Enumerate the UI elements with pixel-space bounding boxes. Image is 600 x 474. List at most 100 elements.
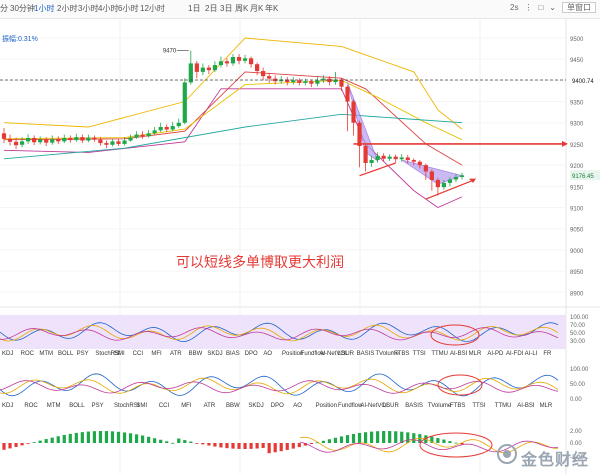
indicator-tab[interactable]: TTSI [412, 351, 426, 357]
indicator-tab[interactable]: CCI [132, 351, 143, 357]
indicator-tab[interactable]: AI-BSI [517, 403, 535, 409]
indicator-tab[interactable]: AI-PD [487, 351, 504, 357]
indicator-tab[interactable]: TTMU [431, 351, 448, 357]
indicator-tab[interactable]: PSY [76, 351, 89, 357]
indicator-tab[interactable]: LSUR [338, 351, 355, 357]
timeframe-5[interactable]: 4小时 [98, 4, 119, 13]
indicator-tab[interactable]: BASIS [405, 403, 423, 409]
timeframe-6[interactable]: 6小时 [118, 4, 139, 13]
histogram-bar [50, 437, 54, 443]
toolbar-control-3[interactable]: ⌄ [549, 3, 556, 12]
oscillator-1-band [0, 315, 566, 349]
drawing-arrow-1 [359, 162, 396, 177]
indicator-tab[interactable]: TVolume [375, 351, 400, 357]
indicator-tab[interactable]: MLR [468, 351, 482, 357]
indicator-tab[interactable]: FTBS [450, 403, 466, 409]
indicator-tab[interactable]: BOLL [69, 403, 85, 409]
timeframe-8[interactable]: 1日 [188, 4, 201, 13]
indicator-tab[interactable]: MTM [46, 403, 61, 409]
indicator-tab[interactable]: Position [315, 403, 337, 409]
indicator-tab[interactable]: BBW [188, 351, 203, 357]
indicator-tab[interactable]: DPO [270, 403, 284, 409]
timeframe-2[interactable]: 1小时 [34, 4, 55, 13]
candle-body [116, 141, 121, 144]
toolbar-control-0[interactable]: 2s [510, 3, 519, 12]
candle-body [363, 146, 368, 163]
indicator-tab[interactable]: TVolume [427, 403, 452, 409]
indicator-tab[interactable]: AO [293, 403, 302, 409]
indicator-tab[interactable]: TTMU [494, 403, 512, 409]
histogram-bar [460, 443, 464, 445]
histogram-bar [104, 431, 109, 443]
indicator-tab[interactable]: BIAS [226, 351, 240, 357]
histogram-bar [147, 436, 151, 443]
histogram-bar [406, 432, 410, 443]
histogram-bar [351, 433, 356, 443]
indicator-tab[interactable]: AO [263, 351, 272, 357]
indicator-tab[interactable]: StochRSI [114, 403, 140, 409]
indicator-tab[interactable]: BASIS [356, 351, 375, 357]
histogram-bar [44, 439, 48, 443]
candle-body [212, 65, 218, 71]
indicator-tab[interactable]: Fundflow [300, 351, 326, 357]
indicator-tab[interactable]: MLR [539, 403, 553, 409]
indicator-tab[interactable]: AI-LI [524, 351, 538, 357]
histogram-bar [400, 431, 404, 443]
candle-body [255, 64, 260, 72]
timeframe-1[interactable]: 30分钟 [10, 4, 35, 13]
timeframe-10[interactable]: 3日 [220, 4, 233, 13]
histogram-bar [26, 443, 30, 444]
indicator-tab[interactable]: ROC [24, 403, 38, 409]
indicator-tab[interactable]: KDJ [2, 351, 14, 357]
indicator-tab[interactable]: SKDJ [248, 403, 264, 409]
timeframe-9[interactable]: 2日 [205, 4, 218, 13]
timeframe-12[interactable]: 月K [250, 4, 264, 13]
indicator-tab[interactable]: ATR [203, 403, 216, 409]
indicator-tab[interactable]: TTSI [472, 403, 486, 409]
indicator-tab[interactable]: CCI [158, 403, 170, 409]
indicator-tab[interactable]: FR [543, 351, 552, 357]
candle-body [26, 137, 31, 142]
indicator-tab[interactable]: ATR [170, 351, 182, 357]
timeframe-3[interactable]: 2小时 [57, 4, 78, 13]
price-tick-label: 9050 [570, 228, 584, 234]
timeframe-7[interactable]: 12小时 [140, 4, 165, 13]
indicator-tab[interactable]: LSUR [382, 403, 399, 409]
indicator-tab[interactable]: AI-NetVOL [319, 351, 349, 357]
indicator-tab[interactable]: MFI [151, 351, 162, 357]
indicator-tab[interactable]: SKDJ [207, 351, 223, 357]
indicator-tab[interactable]: MTM [39, 351, 53, 357]
indicator-tab[interactable]: FTBS [394, 351, 410, 357]
oscillator-2-tick: 100.00 [570, 367, 589, 373]
timeframe-4[interactable]: 3小时 [78, 4, 99, 13]
indicator-tab[interactable]: AI-NetVOL [360, 403, 390, 409]
indicator-tab[interactable]: ROC [20, 351, 34, 357]
indicator-tab[interactable]: AI-FDI [506, 351, 524, 357]
histogram-bar [376, 431, 380, 443]
indicator-tab[interactable]: KDJ [2, 403, 14, 409]
indicator-tab[interactable]: StochRSI [95, 351, 121, 357]
candle-body [387, 156, 392, 159]
indicator-tab[interactable]: MFI [181, 403, 192, 409]
indicator-tab[interactable]: Fundflow [338, 403, 363, 409]
price-tick-label: 9350 [570, 101, 584, 107]
indicator-tab[interactable]: Position [282, 351, 304, 357]
toolbar-control-2[interactable]: □ [538, 3, 544, 12]
toolbar-control-1[interactable]: ⋮ [524, 3, 533, 12]
candle-body [447, 179, 453, 183]
indicator-tab[interactable]: BOLL [58, 351, 74, 357]
timeframe-13[interactable]: 年K [265, 4, 279, 13]
indicator-tab[interactable]: SMI [114, 351, 125, 357]
indicator-tab[interactable]: BBW [226, 403, 240, 409]
candle-body [357, 122, 362, 147]
indicator-tab[interactable]: SMI [136, 403, 148, 409]
indicator-tab[interactable]: AI-BSI [450, 351, 468, 357]
window-mode-button[interactable]: 单窗口 [562, 2, 596, 13]
candle-body [13, 141, 19, 146]
timeframe-0[interactable]: 分 [0, 4, 8, 13]
indicator-tab[interactable]: DPO [244, 351, 258, 357]
candle-body [182, 82, 187, 123]
indicator-tab[interactable]: PSY [91, 403, 104, 409]
histogram-bar [213, 443, 217, 447]
timeframe-11[interactable]: 周K [235, 4, 249, 13]
